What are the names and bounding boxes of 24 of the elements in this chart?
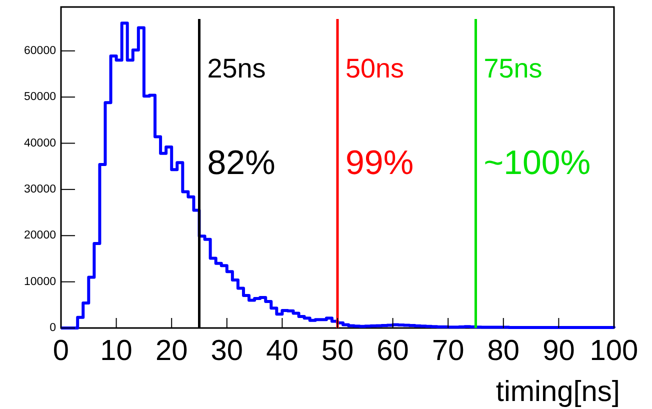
annotation: 82% [207,144,276,182]
y-tick-label: 30000 [24,183,56,196]
x-axis-title: timing[ns] [496,376,620,408]
x-tick-label: 30 [210,335,244,367]
y-tick-label: 60000 [24,44,56,57]
ref-line-label: 25ns [207,53,266,84]
x-tick-label: 90 [542,335,575,367]
x-tick-label: 100 [590,335,638,367]
y-tick-label: 10000 [24,276,56,288]
ref-line-label: 50ns [346,53,404,84]
y-tick-label: 0 [50,322,56,334]
ref-line-label: 75ns [484,53,542,84]
y-tick-label: 40000 [24,137,56,150]
x-tick-label: 80 [487,335,520,367]
x-tick-label: 20 [155,335,188,367]
x-tick-label: 10 [100,335,132,367]
x-tick-label: 60 [376,335,409,367]
x-tick-label: 70 [432,335,464,367]
annotation: 99% [346,144,414,182]
y-tick-label: 20000 [24,230,56,242]
x-tick-label: 50 [321,335,354,367]
y-tick-label: 50000 [24,91,56,104]
x-tick-label: 40 [266,335,298,367]
annotation: ~100% [484,144,591,182]
